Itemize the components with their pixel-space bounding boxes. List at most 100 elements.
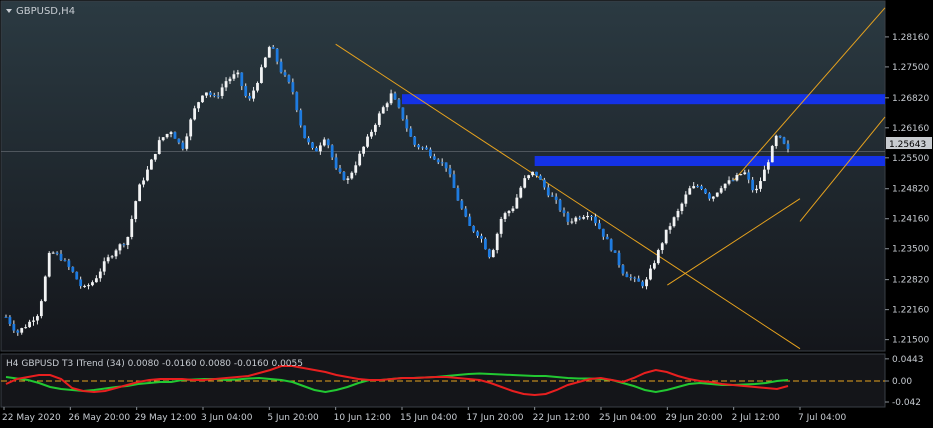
bear-candle — [629, 277, 633, 279]
bear-candle — [476, 231, 479, 236]
bear-candle — [550, 195, 554, 197]
time-tick-label: 17 Jun 20:00 — [466, 413, 523, 423]
time-tick-label: 2 Jul 12:00 — [732, 413, 781, 423]
bear-candle — [212, 94, 216, 96]
bear-candle — [421, 147, 424, 149]
bear-candle — [173, 132, 177, 139]
bear-candle — [279, 61, 283, 73]
bear-candle — [4, 316, 8, 318]
bull-candle — [660, 243, 664, 251]
bear-candle — [429, 149, 432, 157]
bull-candle — [664, 229, 668, 244]
bear-candle — [240, 72, 244, 87]
bear-candle — [405, 119, 409, 129]
bull-candle — [652, 263, 656, 269]
bull-candle — [350, 172, 354, 179]
bull-candle — [189, 119, 193, 137]
bull-candle — [676, 211, 680, 218]
trendline[interactable] — [733, 7, 886, 181]
bull-candle — [157, 140, 161, 154]
bear-candle — [303, 125, 307, 139]
bull-candle — [389, 93, 393, 104]
bear-candle — [71, 266, 75, 272]
price-tick-label: 1.27500 — [892, 63, 929, 73]
bear-candle — [566, 213, 570, 222]
bear-candle — [248, 95, 252, 99]
bull-candle — [263, 57, 267, 68]
bull-candle — [370, 131, 373, 137]
trendline[interactable] — [799, 116, 886, 222]
bull-candle — [130, 219, 134, 237]
trendline[interactable] — [667, 198, 801, 286]
trendline[interactable] — [335, 43, 801, 350]
bear-candle — [283, 72, 287, 76]
current-price-label: 1.25643 — [889, 140, 926, 150]
bull-candle — [491, 250, 495, 258]
time-tick-label: 7 Jul 04:00 — [798, 413, 847, 423]
bull-candle — [102, 261, 106, 272]
price-tick-label: 1.22820 — [892, 276, 929, 286]
bear-candle — [637, 278, 641, 282]
indicator-title: H4 GBPUSD T3 ITrend (34) 0.0080 -0.0160 … — [6, 359, 303, 369]
bull-candle — [362, 146, 365, 154]
indicator-tick-label: 0.00 — [892, 377, 912, 387]
bull-candle — [39, 301, 43, 317]
bull-candle — [43, 276, 47, 302]
bear-candle — [456, 187, 460, 201]
bull-candle — [224, 81, 228, 88]
bull-candle — [165, 133, 169, 138]
bull-candle — [649, 268, 652, 280]
price-tick-label: 1.22160 — [892, 306, 929, 316]
bear-candle — [578, 217, 582, 219]
bear-candle — [307, 138, 310, 143]
bear-candle — [641, 281, 645, 287]
bear-candle — [122, 244, 126, 246]
resistance-levels[interactable] — [402, 94, 885, 166]
bull-candle — [774, 135, 778, 147]
chevron-down-icon[interactable] — [6, 9, 12, 13]
bear-candle — [617, 252, 621, 266]
price-tick-label: 1.24160 — [892, 215, 929, 225]
bear-candle — [16, 330, 20, 333]
bull-candle — [570, 221, 574, 223]
bull-candle — [142, 180, 145, 185]
bull-candle — [94, 278, 98, 283]
bull-candle — [645, 279, 648, 287]
bear-candle — [613, 250, 617, 253]
bull-candle — [759, 181, 762, 189]
bull-candle — [260, 67, 263, 83]
bear-candle — [295, 92, 299, 111]
bull-candle — [346, 178, 350, 180]
bear-candle — [208, 92, 212, 95]
indicator-tick-label: -0.042 — [892, 398, 921, 408]
bear-candle — [181, 142, 185, 149]
bull-candle — [197, 102, 200, 109]
bear-candle — [311, 142, 314, 148]
bull-candle — [719, 188, 723, 193]
resistance-zone[interactable] — [402, 94, 885, 105]
bear-candle — [315, 147, 318, 152]
bear-candle — [704, 189, 707, 194]
bear-candle — [409, 128, 413, 137]
resistance-zone[interactable] — [534, 156, 885, 166]
indicator-axis: 0.0443 0.00 -0.042 — [885, 355, 924, 408]
time-tick-label: 3 Jun 04:00 — [201, 413, 253, 423]
bull-candle — [114, 250, 118, 257]
bull-candle — [110, 256, 114, 258]
bear-candle — [432, 156, 436, 160]
bull-candle — [688, 188, 692, 195]
bear-candle — [287, 75, 291, 83]
bear-candle — [75, 271, 79, 280]
main-pane-background — [0, 0, 886, 352]
bull-candle — [586, 215, 589, 218]
bear-candle — [487, 249, 491, 258]
trendlines[interactable] — [335, 7, 886, 350]
price-tick-label: 1.21500 — [892, 336, 929, 346]
bull-candle — [515, 197, 519, 209]
price-tick-label: 1.26820 — [892, 94, 929, 104]
bull-candle — [495, 233, 499, 251]
bear-candle — [177, 138, 181, 143]
bull-candle — [318, 145, 322, 152]
